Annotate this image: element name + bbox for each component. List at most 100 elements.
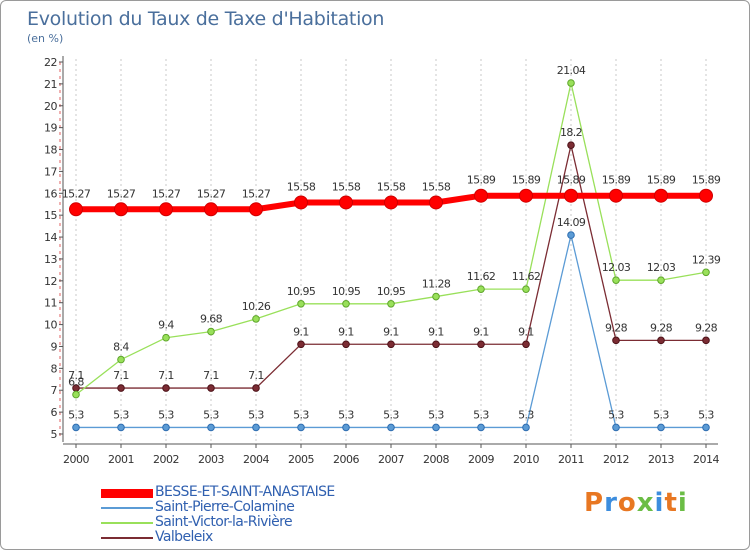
data-label-valbeleix-2010: 9.1 <box>518 325 534 338</box>
data-label-saint-victor-la-rivi-re-2014: 12.39 <box>692 253 721 266</box>
logo-letter: t <box>664 488 678 518</box>
data-point-saint-pierre-colamine-2014 <box>702 423 710 432</box>
y-tick-label-14: 14 <box>44 231 57 244</box>
data-label-besse-et-saint-anastaise-2001: 15.27 <box>107 187 136 200</box>
x-tick-label-2004: 2004 <box>243 453 269 466</box>
data-label-valbeleix-2004: 7.1 <box>248 369 264 382</box>
data-point-valbeleix-2003 <box>207 384 215 392</box>
x-tick-label-2012: 2012 <box>603 453 629 466</box>
data-point-valbeleix-2012 <box>612 336 620 345</box>
data-point-saint-pierre-colamine-2011 <box>567 231 575 239</box>
data-point-besse-et-saint-anastaise-2007 <box>384 195 398 210</box>
y-tick-label-16: 16 <box>44 187 57 200</box>
data-point-besse-et-saint-anastaise-2002 <box>159 202 173 217</box>
y-tick-label-11: 11 <box>44 297 57 310</box>
data-label-saint-victor-la-rivi-re-2003: 9.68 <box>200 313 223 326</box>
data-point-saint-victor-la-rivi-re-2004 <box>252 315 260 323</box>
data-label-besse-et-saint-anastaise-2006: 15.58 <box>332 180 361 193</box>
data-label-valbeleix-2007: 9.1 <box>383 325 399 338</box>
data-point-valbeleix-2013 <box>657 336 665 345</box>
data-point-saint-victor-la-rivi-re-2007 <box>387 300 395 308</box>
data-label-saint-pierre-colamine-2014: 5.3 <box>698 408 714 421</box>
data-label-saint-victor-la-rivi-re-2006: 10.95 <box>332 285 361 298</box>
data-label-saint-pierre-colamine-2003: 5.3 <box>203 408 219 421</box>
data-label-saint-pierre-colamine-2000: 5.3 <box>68 408 84 421</box>
data-point-saint-pierre-colamine-2009 <box>477 423 485 432</box>
data-point-saint-victor-la-rivi-re-2003 <box>207 327 215 336</box>
data-point-valbeleix-2011 <box>567 141 575 149</box>
data-point-saint-victor-la-rivi-re-2006 <box>342 300 350 308</box>
data-point-saint-pierre-colamine-2010 <box>522 423 530 432</box>
data-label-valbeleix-2012: 9.28 <box>605 321 628 334</box>
data-point-valbeleix-2002 <box>162 384 170 392</box>
data-point-besse-et-saint-anastaise-2001 <box>114 202 128 217</box>
legend-label-saint-victor-la-rivi-re: Saint-Victor-la-Rivière <box>155 514 293 530</box>
y-tick-label-6: 6 <box>51 406 58 419</box>
data-point-saint-pierre-colamine-2012 <box>612 423 620 432</box>
data-point-besse-et-saint-anastaise-2013 <box>654 188 668 203</box>
x-tick-label-2014: 2014 <box>693 453 719 466</box>
y-tick-label-9: 9 <box>51 340 58 353</box>
proxiti-logo: Proxiti <box>584 488 688 518</box>
data-point-saint-pierre-colamine-2008 <box>432 423 440 432</box>
data-label-valbeleix-2003: 7.1 <box>203 369 219 382</box>
data-label-valbeleix-2011: 18.2 <box>560 126 582 139</box>
data-label-besse-et-saint-anastaise-2007: 15.58 <box>377 180 406 193</box>
legend-swatch-saint-pierre-colamine <box>101 507 153 509</box>
data-label-saint-pierre-colamine-2009: 5.3 <box>473 408 489 421</box>
data-label-valbeleix-2014: 9.28 <box>695 321 718 334</box>
data-label-saint-victor-la-rivi-re-2008: 11.28 <box>422 278 451 291</box>
data-label-saint-victor-la-rivi-re-2002: 9.4 <box>158 319 174 332</box>
data-label-saint-victor-la-rivi-re-2000: 6.8 <box>68 376 84 389</box>
data-point-saint-pierre-colamine-2005 <box>297 423 305 432</box>
data-label-saint-victor-la-rivi-re-2005: 10.95 <box>287 285 316 298</box>
data-label-valbeleix-2006: 9.1 <box>338 325 354 338</box>
data-point-besse-et-saint-anastaise-2003 <box>204 202 218 217</box>
data-point-valbeleix-2006 <box>342 340 350 349</box>
data-label-saint-pierre-colamine-2002: 5.3 <box>158 408 174 421</box>
data-point-valbeleix-2001 <box>117 384 125 392</box>
y-tick-label-21: 21 <box>44 78 57 91</box>
data-point-valbeleix-2008 <box>432 340 440 349</box>
y-tick-label-10: 10 <box>44 319 57 332</box>
data-label-valbeleix-2002: 7.1 <box>158 369 174 382</box>
logo-letter: o <box>617 488 637 518</box>
logo-letter: i <box>677 488 688 518</box>
y-tick-label-20: 20 <box>44 100 57 113</box>
data-point-valbeleix-2004 <box>252 384 260 392</box>
data-label-saint-pierre-colamine-2013: 5.3 <box>653 408 669 421</box>
data-point-saint-victor-la-rivi-re-2009 <box>477 285 485 293</box>
data-point-besse-et-saint-anastaise-2008 <box>429 195 443 210</box>
data-label-valbeleix-2013: 9.28 <box>650 321 673 334</box>
data-point-saint-pierre-colamine-2006 <box>342 423 350 432</box>
data-point-saint-victor-la-rivi-re-2005 <box>297 300 305 308</box>
data-point-saint-victor-la-rivi-re-2010 <box>522 285 530 293</box>
data-label-valbeleix-2000: 7.1 <box>68 369 84 382</box>
legend-swatch-besse-et-saint-anastaise <box>101 489 153 498</box>
x-tick-label-2002: 2002 <box>153 453 179 466</box>
data-label-saint-victor-la-rivi-re-2012: 12.03 <box>602 261 631 274</box>
data-point-valbeleix-2010 <box>522 340 530 349</box>
legend-swatch-valbeleix <box>101 537 153 539</box>
data-point-valbeleix-2014 <box>702 336 710 345</box>
data-point-saint-pierre-colamine-2007 <box>387 423 395 432</box>
logo-letter: x <box>636 488 655 518</box>
legend-label-besse-et-saint-anastaise: BESSE-ET-SAINT-ANASTAISE <box>155 484 335 500</box>
y-tick-label-5: 5 <box>51 428 58 441</box>
data-label-besse-et-saint-anastaise-2009: 15.89 <box>467 174 496 187</box>
data-label-besse-et-saint-anastaise-2005: 15.58 <box>287 180 316 193</box>
data-point-valbeleix-2007 <box>387 340 395 349</box>
data-point-saint-victor-la-rivi-re-2001 <box>117 355 125 364</box>
data-label-valbeleix-2009: 9.1 <box>473 325 489 338</box>
x-tick-label-2007: 2007 <box>378 453 404 466</box>
data-point-besse-et-saint-anastaise-2014 <box>699 188 713 203</box>
data-label-saint-victor-la-rivi-re-2010: 11.62 <box>512 270 541 283</box>
data-label-saint-pierre-colamine-2004: 5.3 <box>248 408 264 421</box>
data-point-saint-pierre-colamine-2013 <box>657 423 665 432</box>
x-tick-label-2011: 2011 <box>558 453 584 466</box>
x-tick-label-2001: 2001 <box>108 453 134 466</box>
data-label-saint-pierre-colamine-2008: 5.3 <box>428 408 444 421</box>
data-label-saint-pierre-colamine-2007: 5.3 <box>383 408 399 421</box>
